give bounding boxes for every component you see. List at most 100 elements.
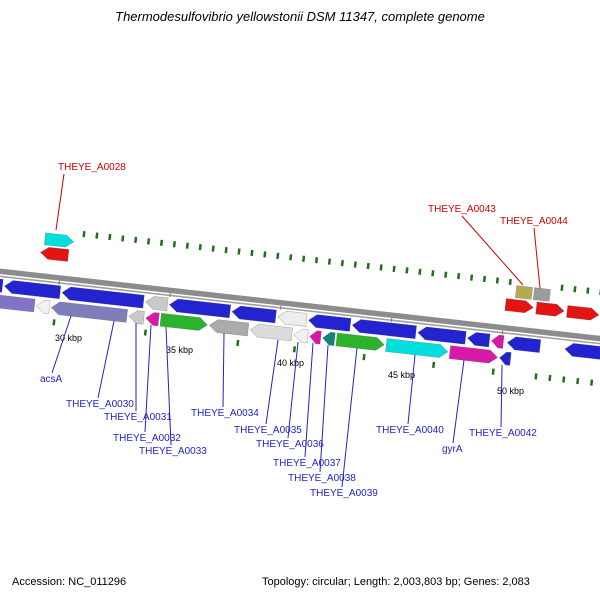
cds-tick-upper (147, 238, 151, 245)
cds-tick-upper (82, 231, 86, 238)
gene-arrow[interactable] (159, 312, 208, 331)
gene-label-THEYE_A0036[interactable]: THEYE_A0036 (256, 439, 324, 450)
gene-arrow[interactable] (208, 319, 250, 337)
gene-arrow[interactable] (61, 286, 145, 309)
cds-tick-upper (289, 254, 293, 261)
gene-arrow[interactable] (0, 277, 4, 293)
leader-line-blue (319, 344, 329, 473)
cds-tick-upper (172, 241, 177, 248)
gene-arrow[interactable] (309, 330, 322, 345)
page-title: Thermodesulfovibrio yellowstonii DSM 113… (115, 9, 485, 24)
gene-arrow[interactable] (504, 298, 534, 314)
scale-label: 35 kbp (166, 345, 193, 355)
gene-label-THEYE_A0033[interactable]: THEYE_A0033 (139, 446, 207, 457)
gene-arrow[interactable] (417, 326, 467, 345)
gene-label-THEYE_A0030[interactable]: THEYE_A0030 (66, 399, 134, 410)
gene-label-THEYE_A0039[interactable]: THEYE_A0039 (310, 488, 378, 499)
scale-label: 30 kbp (55, 333, 82, 343)
leader-line-blue (341, 347, 358, 488)
cds-tick-lower (52, 319, 56, 326)
genome-track-rotated (0, 231, 600, 386)
gene-label-THEYE_A0038[interactable]: THEYE_A0038 (288, 473, 356, 484)
leader-line-blue (97, 320, 115, 399)
gene-arrow[interactable] (40, 246, 70, 262)
gene-arrow[interactable] (128, 310, 145, 325)
backbone-line (0, 266, 600, 349)
gene-arrow[interactable] (467, 332, 491, 348)
gene-label-gyrA[interactable]: gyrA (442, 444, 463, 455)
gene-arrow[interactable] (231, 305, 277, 324)
cds-tick-upper (418, 268, 422, 275)
gene-arrow[interactable] (351, 319, 417, 339)
cds-tick-lower (590, 379, 594, 386)
cds-tick-upper (444, 271, 448, 278)
leader-line-blue (144, 324, 152, 433)
cds-tick-upper (431, 270, 435, 277)
cds-tick-upper (95, 232, 99, 239)
cds-tick-lower (292, 346, 297, 353)
cds-tick-upper (185, 242, 189, 249)
cds-tick-upper (198, 244, 202, 251)
leader-line-blue (222, 332, 225, 408)
cds-tick-lower (562, 376, 566, 383)
cds-tick-lower (236, 339, 240, 347)
cds-tick-upper (560, 284, 564, 291)
gene-arrow[interactable] (448, 345, 498, 364)
gene-label-THEYE_A0044[interactable]: THEYE_A0044 (500, 216, 568, 227)
gene-label-THEYE_A0028[interactable]: THEYE_A0028 (58, 162, 126, 173)
gene-arrow[interactable] (491, 334, 505, 349)
gene-arrow[interactable] (145, 295, 169, 312)
gene-label-THEYE_A0031[interactable]: THEYE_A0031 (104, 412, 172, 423)
gene-label-THEYE_A0043[interactable]: THEYE_A0043 (428, 204, 496, 215)
gene-arrow[interactable] (506, 336, 542, 353)
leader-line-blue (51, 315, 72, 374)
gene-label-THEYE_A0034[interactable]: THEYE_A0034 (191, 408, 259, 419)
gene-arrow[interactable] (335, 332, 385, 351)
gene-arrow[interactable] (145, 312, 160, 327)
cds-tick-upper (379, 264, 383, 271)
gene-label-THEYE_A0037[interactable]: THEYE_A0037 (273, 458, 341, 469)
topology-text: Topology: circular; Length: 2,003,803 bp… (262, 576, 530, 588)
cds-tick-upper (573, 286, 577, 293)
gene-arrow[interactable] (0, 293, 36, 313)
leader-line-red (461, 215, 524, 286)
cds-tick-lower (143, 329, 147, 336)
gene-arrow[interactable] (385, 338, 449, 359)
gene-THEYE_A0028[interactable] (44, 232, 75, 248)
gene-arrow[interactable] (308, 314, 352, 332)
gene-THEYE_A0043[interactable] (515, 285, 533, 300)
gene-arrow[interactable] (322, 331, 336, 346)
leader-line-red (533, 227, 541, 289)
gene-arrow[interactable] (564, 342, 600, 365)
cds-tick-upper (353, 261, 357, 268)
scale-label: 50 kbp (497, 386, 524, 396)
leader-line-blue (500, 364, 503, 428)
cds-tick-upper (586, 287, 590, 294)
gene-arrow[interactable] (249, 323, 293, 342)
cds-tick-upper (314, 257, 319, 264)
cds-tick-lower (548, 374, 552, 382)
cds-tick-upper (211, 245, 215, 252)
gene-arrow[interactable] (4, 280, 62, 300)
gene-arrow[interactable] (36, 299, 51, 314)
gene-arrow[interactable] (293, 328, 309, 343)
gene-arrow[interactable] (169, 298, 232, 319)
gene-label-THEYE_A0040[interactable]: THEYE_A0040 (376, 425, 444, 436)
cds-tick-upper (327, 258, 332, 265)
cds-tick-upper (366, 262, 370, 270)
cds-tick-upper (250, 249, 254, 257)
leader-line-blue (452, 359, 465, 444)
gene-arrow[interactable] (535, 301, 565, 317)
gene-label-THEYE_A0032[interactable]: THEYE_A0032 (113, 433, 181, 444)
cds-tick-upper (405, 267, 409, 274)
gene-label-acsA[interactable]: acsA (40, 374, 63, 385)
gene-arrow[interactable] (499, 351, 512, 366)
cds-tick-upper (159, 239, 164, 246)
gene-acsA[interactable] (50, 301, 128, 323)
gene-THEYE_A0044[interactable] (532, 287, 551, 302)
cds-tick-upper (121, 235, 125, 242)
gene-label-THEYE_A0035[interactable]: THEYE_A0035 (234, 425, 302, 436)
gene-arrow[interactable] (566, 305, 600, 321)
gene-label-THEYE_A0042[interactable]: THEYE_A0042 (469, 428, 537, 439)
gene-arrow[interactable] (277, 310, 308, 327)
